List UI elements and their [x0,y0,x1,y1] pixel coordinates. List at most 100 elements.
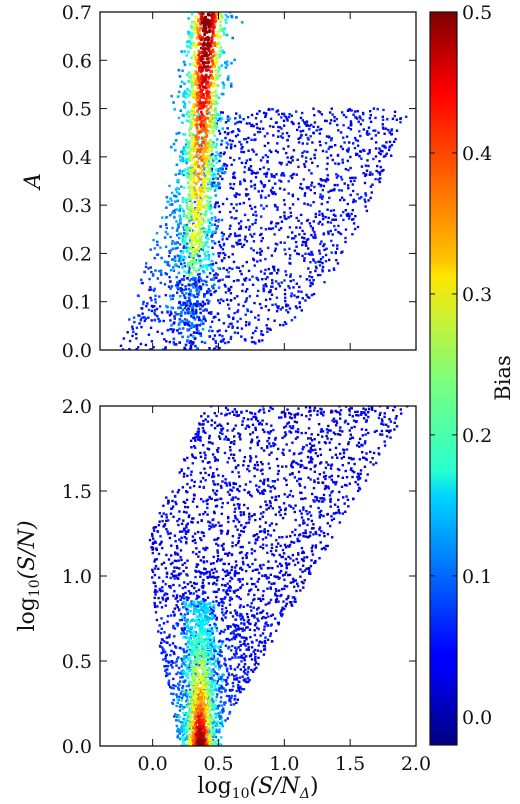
scatter-point [140,278,143,281]
scatter-point [153,305,156,308]
scatter-point [223,701,226,704]
scatter-point [186,168,189,171]
scatter-point [190,215,193,218]
scatter-point [172,594,175,598]
scatter-point [330,107,333,110]
scatter-point [237,279,240,282]
scatter-point [150,319,153,322]
scatter-point [169,319,172,322]
scatter-point [206,149,210,153]
scatter-point [231,130,235,133]
scatter-point [181,207,184,211]
scatter-point [293,416,297,419]
scatter-point [271,285,274,288]
scatter-point [190,325,193,328]
scatter-point [393,428,396,431]
scatter-point [374,147,378,150]
scatter-point [229,335,233,339]
scatter-point [201,106,205,110]
scatter-point [356,153,359,156]
scatter-point [246,552,249,555]
scatter-point [349,437,352,440]
scatter-point [206,131,209,134]
scatter-point [216,17,219,21]
scatter-point [201,592,204,595]
scatter-point [320,127,323,131]
scatter-point [272,485,275,488]
scatter-point [202,47,205,51]
scatter-point [195,284,198,287]
scatter-point [219,497,222,500]
scatter-point [215,682,219,685]
scatter-point [276,109,280,112]
scatter-point [271,303,274,307]
scatter-point [174,713,177,716]
scatter-point [188,293,191,296]
scatter-point [202,76,205,79]
scatter-point [221,202,225,206]
scatter-point [176,552,179,555]
scatter-point [207,13,211,17]
scatter-point [220,654,223,658]
scatter-point [189,311,192,314]
scatter-point [132,316,136,319]
scatter-point [176,287,180,291]
scatter-point [177,131,181,135]
scatter-point [198,215,202,218]
scatter-point [390,154,393,157]
scatter-point [240,161,244,164]
scatter-point [192,149,196,153]
scatter-point [182,648,185,652]
scatter-point [167,635,171,639]
scatter-point [241,556,244,560]
scatter-point [243,639,246,643]
scatter-point [259,408,262,412]
scatter-point [172,651,175,654]
scatter-point [176,283,179,287]
scatter-point [314,559,317,563]
scatter-point [223,162,226,166]
scatter-point [283,188,286,191]
scatter-point [244,324,248,327]
scatter-point [310,184,313,187]
scatter-point [228,12,232,14]
scatter-point [190,84,194,87]
scatter-point [281,306,284,309]
scatter-point [158,295,161,298]
scatter-point [333,183,336,187]
scatter-point [199,155,203,158]
scatter-point [205,69,208,72]
scatter-point [216,273,219,276]
scatter-point [220,529,224,533]
scatter-point [201,248,205,252]
scatter-point [204,121,207,124]
scatter-point [254,172,258,175]
scatter-point [251,275,254,278]
scatter-point [209,73,213,77]
scatter-point [219,151,222,155]
scatter-point [288,545,291,548]
scatter-point [249,180,253,183]
scatter-point [229,210,232,214]
scatter-point [188,100,191,104]
scatter-point [231,673,234,676]
scatter-point [204,75,208,79]
scatter-point [260,196,263,199]
scatter-point [172,341,175,344]
scatter-point [248,295,252,298]
scatter-point [207,45,210,48]
scatter-point [298,509,302,513]
scatter-point [173,258,177,261]
scatter-point [186,698,189,701]
scatter-point [217,267,220,270]
scatter-point [309,478,312,481]
scatter-point [211,16,214,20]
scatter-point [187,515,190,519]
scatter-point [325,119,328,123]
scatter-point [248,678,251,682]
scatter-point [194,254,197,257]
scatter-point [308,296,311,299]
scatter-point [215,12,219,14]
scatter-point [329,500,332,503]
